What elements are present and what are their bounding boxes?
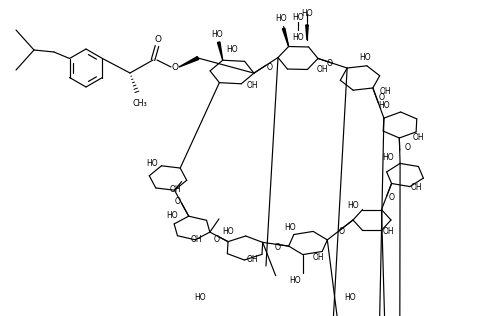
Text: HO: HO xyxy=(226,46,237,54)
Text: O: O xyxy=(378,94,384,102)
Text: OH: OH xyxy=(378,88,390,96)
Text: HO: HO xyxy=(288,276,300,285)
Text: HO: HO xyxy=(211,30,222,39)
Text: HO: HO xyxy=(222,228,233,236)
Text: HO: HO xyxy=(359,52,370,62)
Text: OH: OH xyxy=(312,253,323,263)
Text: HO: HO xyxy=(284,223,295,233)
Text: O: O xyxy=(175,198,181,206)
Text: O: O xyxy=(274,244,280,252)
Text: HO: HO xyxy=(301,9,312,17)
Text: HO: HO xyxy=(347,200,358,210)
Text: O: O xyxy=(338,228,344,236)
Text: HO: HO xyxy=(146,159,157,167)
Text: HO: HO xyxy=(166,210,178,220)
Text: CH₃: CH₃ xyxy=(132,99,147,107)
Text: HO: HO xyxy=(344,294,355,302)
Text: OH: OH xyxy=(316,65,327,75)
Text: OH: OH xyxy=(411,133,423,143)
Text: O: O xyxy=(213,235,220,245)
Text: OH: OH xyxy=(246,256,257,264)
Text: HO: HO xyxy=(291,33,303,41)
Text: HO: HO xyxy=(378,100,389,110)
Text: O: O xyxy=(388,193,394,203)
Text: O: O xyxy=(171,63,178,71)
Polygon shape xyxy=(282,28,288,46)
Text: O: O xyxy=(154,34,161,44)
Text: HO: HO xyxy=(381,154,393,162)
Text: O: O xyxy=(326,59,333,69)
Text: OH: OH xyxy=(169,185,181,195)
Text: HO: HO xyxy=(194,294,205,302)
Polygon shape xyxy=(179,57,198,67)
Text: O: O xyxy=(404,143,410,153)
Text: OH: OH xyxy=(381,228,393,236)
Text: OH: OH xyxy=(190,235,201,245)
Text: OH: OH xyxy=(409,184,421,192)
Text: O: O xyxy=(267,63,272,71)
Polygon shape xyxy=(305,25,308,40)
Polygon shape xyxy=(217,42,222,60)
Text: HO: HO xyxy=(291,14,303,22)
Text: OH: OH xyxy=(246,81,257,89)
Text: HO: HO xyxy=(274,14,286,23)
